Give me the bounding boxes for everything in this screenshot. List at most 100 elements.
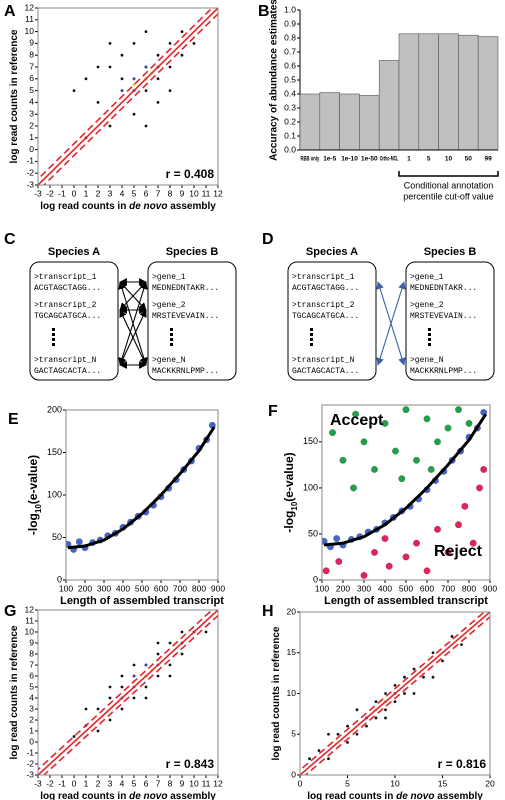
sequence: GACTAGCACTA... bbox=[34, 367, 101, 376]
y-tick-label: -3 bbox=[26, 769, 34, 779]
point bbox=[317, 749, 321, 752]
x-tick-label: 100 bbox=[315, 583, 329, 593]
y-tick-label: 9 bbox=[29, 38, 34, 48]
y-tick-label: 0.0 bbox=[284, 144, 296, 154]
y-tick-label: 9 bbox=[29, 637, 34, 647]
x-tick-label: 0 bbox=[298, 778, 303, 788]
label-part: (e-value) bbox=[26, 455, 40, 504]
point bbox=[192, 42, 196, 45]
fit-curve bbox=[323, 413, 488, 547]
identity-line bbox=[42, 614, 218, 775]
label-part: (e-value) bbox=[282, 452, 296, 501]
point bbox=[433, 438, 442, 446]
point bbox=[403, 675, 406, 679]
point bbox=[370, 548, 379, 556]
y-axis-label: log read counts in reference bbox=[271, 626, 282, 760]
y-tick-label: 15 bbox=[287, 647, 297, 657]
x-tick-label: -1 bbox=[58, 778, 66, 788]
plot-frame bbox=[321, 404, 491, 581]
point bbox=[168, 65, 172, 69]
point bbox=[461, 502, 469, 510]
point bbox=[384, 708, 387, 712]
label-part: -log bbox=[26, 513, 40, 535]
x-tick-label: 200 bbox=[336, 583, 350, 593]
point bbox=[168, 674, 172, 678]
point bbox=[96, 707, 100, 711]
point bbox=[168, 641, 172, 645]
annotation: r = 0.816 bbox=[438, 757, 487, 771]
point bbox=[132, 83, 136, 87]
point bbox=[412, 456, 421, 464]
identity-line bbox=[38, 8, 214, 181]
ellipsis-dot bbox=[428, 328, 431, 331]
point bbox=[339, 456, 347, 464]
point bbox=[391, 447, 400, 455]
ellipsis-dot bbox=[428, 343, 431, 346]
point bbox=[132, 696, 136, 700]
point bbox=[327, 732, 330, 736]
x-tick-label: 800 bbox=[462, 583, 476, 593]
point bbox=[352, 410, 360, 418]
y-tick-label: 5 bbox=[29, 681, 34, 691]
x-tick-label: 2 bbox=[96, 778, 101, 788]
point bbox=[156, 77, 160, 81]
point bbox=[393, 683, 397, 687]
point bbox=[144, 696, 148, 700]
label-part: -log bbox=[282, 511, 296, 533]
point bbox=[156, 674, 160, 678]
sequence: GACTAGCACTA... bbox=[292, 367, 359, 376]
y-tick-label: 7 bbox=[29, 659, 34, 669]
point bbox=[144, 65, 148, 69]
sequence: TGCAGCATGCA... bbox=[34, 312, 101, 321]
y-tick-label: 10 bbox=[25, 626, 35, 636]
point bbox=[180, 652, 184, 656]
y-tick-label: 6 bbox=[29, 670, 34, 680]
y-tick-label: -2 bbox=[26, 758, 34, 768]
x-tick-label: 6 bbox=[144, 188, 149, 198]
species-label: Species A bbox=[306, 246, 358, 258]
sequence-id: >gene_2 bbox=[152, 301, 186, 310]
y-tick-label: -3 bbox=[26, 179, 34, 189]
bracket-label: percentile cut-off value bbox=[403, 191, 493, 201]
sequence-id: >transcript_1 bbox=[292, 273, 355, 282]
bar bbox=[438, 33, 459, 151]
bracket bbox=[398, 171, 499, 177]
point bbox=[108, 696, 112, 700]
label-part: log read counts in reference bbox=[9, 29, 20, 163]
point bbox=[444, 548, 452, 556]
label-part: Length of assembled transcript bbox=[324, 595, 488, 607]
sequence: MRSTEVEVAIN... bbox=[152, 312, 219, 321]
x-tick-label: Ortho-MCL bbox=[380, 156, 399, 163]
sequence: MACKKRNLPMP... bbox=[410, 367, 477, 376]
x-tick-label: 3 bbox=[108, 188, 113, 198]
point bbox=[308, 757, 311, 761]
x-tick-label: 10 bbox=[445, 156, 453, 163]
label-part: log read counts in bbox=[40, 201, 129, 212]
point bbox=[168, 89, 172, 92]
panel-label: G bbox=[4, 603, 16, 620]
x-axis-label: log read counts in de novo assembly bbox=[40, 791, 216, 800]
point bbox=[427, 465, 435, 474]
point bbox=[431, 651, 435, 655]
y-tick-label: 1.0 bbox=[284, 4, 296, 14]
point bbox=[465, 419, 473, 427]
point bbox=[180, 30, 184, 33]
x-tick-label: 5 bbox=[427, 156, 431, 163]
point bbox=[460, 643, 463, 646]
bar bbox=[339, 93, 360, 151]
bar bbox=[398, 33, 420, 151]
point bbox=[370, 465, 379, 474]
y-tick-label: 1 bbox=[29, 132, 34, 142]
sequence: TGCAGCATGCA... bbox=[292, 312, 359, 321]
panel-label: C bbox=[4, 231, 16, 248]
x-tick-label: 15 bbox=[438, 778, 448, 788]
ellipsis-dot bbox=[310, 343, 313, 346]
point bbox=[393, 700, 397, 704]
point bbox=[381, 419, 389, 427]
point bbox=[96, 729, 100, 733]
y-tick-label: 0.5 bbox=[284, 74, 296, 84]
y-tick-label: 20 bbox=[287, 606, 297, 616]
x-tick-label: 0 bbox=[72, 778, 77, 788]
y-tick-label: 0 bbox=[29, 736, 34, 746]
